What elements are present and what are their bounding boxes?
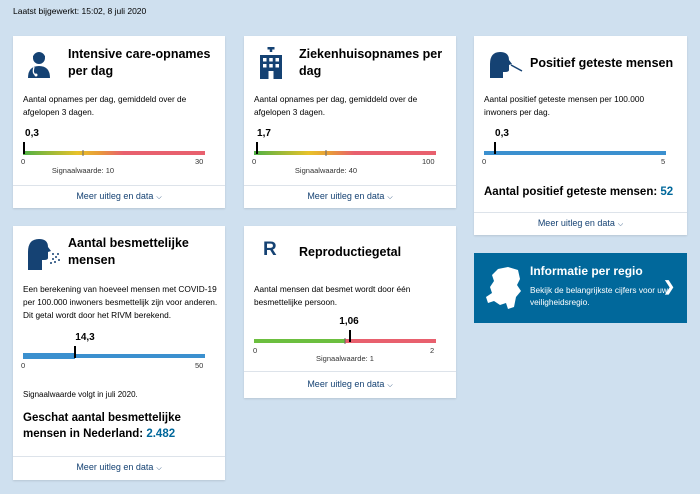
hospital-value: 1,7 [257,128,271,139]
hospital-more-link[interactable]: Meer uitleg en data ⌵ [244,191,456,202]
positive-max: 5 [661,157,666,166]
ic-description: Aantal opnames per dag, gemiddeld over d… [23,94,187,117]
hospital-admissions-card: Ziekenhuisopnames per dag Aantal opnames… [244,36,456,208]
hospital-signal-tick [325,150,327,156]
infectious-marker [74,346,76,358]
infectious-gauge-track [23,354,205,358]
infectious-gauge-fill [23,353,75,359]
r-letter-icon: R [263,239,277,260]
region-description: Bekijk de belangrijkste cijfers voor uw … [530,285,668,307]
hospital-min: 0 [252,157,257,166]
ic-title: Intensive care-opnames per dag [68,47,211,78]
reproduction-signal-label: Signaalwaarde: 1 [316,354,374,363]
positive-total: Aantal positief geteste mensen: 52 [484,184,684,200]
infectious-estimate-value: 2.482 [146,428,176,440]
hospital-divider [244,185,456,186]
nurse-icon [26,50,52,78]
netherlands-map-icon [484,265,524,311]
hospital-signal-label: Signaalwaarde: 40 [294,166,358,175]
hospital-max: 100 [422,157,435,166]
reproduction-more-label: Meer uitleg en data [307,379,385,389]
region-title: Informatie per regio [530,264,643,278]
reproduction-more-link[interactable]: Meer uitleg en data ⌵ [244,379,456,390]
hospital-gauge-bar [254,151,436,155]
region-info-link[interactable]: Informatie per regio Bekijk de belangrij… [474,253,687,323]
positive-gauge-bar [484,151,666,155]
reproduction-description: Aantal mensen dat besmet wordt door één … [254,284,411,307]
chevron-down-icon: ⌵ [387,194,393,201]
ic-min: 0 [21,157,26,166]
infectious-signal-note: Signaalwaarde volgt in juli 2020. [23,390,138,399]
chevron-down-icon: ⌵ [156,465,162,472]
chevron-right-icon: ❯ [663,278,675,294]
positive-tests-card: Positief geteste mensen Aantal positief … [474,36,687,235]
ic-divider [13,185,225,186]
infectious-estimate: Geschat aantal besmettelijke mensen in N… [23,410,218,442]
positive-divider [474,212,687,213]
positive-total-value: 52 [660,186,674,198]
ic-signal-tick [82,150,84,156]
infectious-value: 14,3 [75,332,95,343]
chevron-down-icon: ⌵ [617,221,624,228]
hospital-more-label: Meer uitleg en data [307,191,385,201]
infectious-title: Aantal besmettelijke mensen [68,236,189,267]
hospital-description: Aantal opnames per dag, gemiddeld over d… [254,94,418,117]
positive-min: 0 [482,157,487,166]
infectious-more-label: Meer uitleg en data [76,462,154,472]
ic-marker [23,142,25,154]
hospital-marker [256,142,258,154]
infectious-estimate-label: Geschat aantal besmettelijke mensen in N… [23,412,181,440]
swab-test-icon [487,50,523,78]
hospital-title: Ziekenhuisopnames per dag [299,47,443,78]
hospital-icon [259,45,283,79]
reproduction-card: R Reproductiegetal Aantal mensen dat bes… [244,226,456,398]
reproduction-value: 1,06 [339,316,359,327]
positive-more-label: Meer uitleg en data [537,218,615,228]
reproduction-marker [349,330,351,342]
positive-title: Positief geteste mensen [530,56,674,70]
ic-admissions-card: Intensive care-opnames per dag Aantal op… [13,36,225,208]
infectious-description: Een berekening van hoeveel mensen met CO… [23,284,218,320]
sneezing-person-icon [25,236,61,270]
ic-signal-label: Signaalwaarde: 10 [51,166,115,175]
chevron-down-icon: ⌵ [387,382,393,389]
positive-marker [494,142,496,154]
reproduction-title: Reproductiegetal [299,245,402,259]
infectious-min: 0 [21,361,26,370]
infectious-max: 50 [195,361,204,370]
positive-value: 0,3 [495,128,509,139]
positive-total-label: Aantal positief geteste mensen: [484,186,658,198]
infectious-more-link[interactable]: Meer uitleg en data ⌵ [13,462,225,473]
reproduction-max: 2 [430,346,435,355]
ic-value: 0,3 [25,128,39,139]
reproduction-divider [244,371,456,372]
reproduction-min: 0 [253,346,258,355]
positive-more-link[interactable]: Meer uitleg en data ⌵ [474,218,687,229]
reproduction-signal-tick [344,338,346,344]
last-updated: Laatst bijgewerkt: 15:02, 8 juli 2020 [13,6,147,16]
infectious-divider [13,456,225,457]
infectious-people-card: Aantal besmettelijke mensen Een berekeni… [13,226,225,480]
ic-more-label: Meer uitleg en data [76,191,154,201]
chevron-down-icon: ⌵ [156,194,162,201]
positive-description: Aantal positief geteste mensen per 100.0… [484,94,645,117]
ic-gauge-bar [23,151,205,155]
ic-more-link[interactable]: Meer uitleg en data ⌵ [13,191,225,202]
ic-max: 30 [195,157,204,166]
